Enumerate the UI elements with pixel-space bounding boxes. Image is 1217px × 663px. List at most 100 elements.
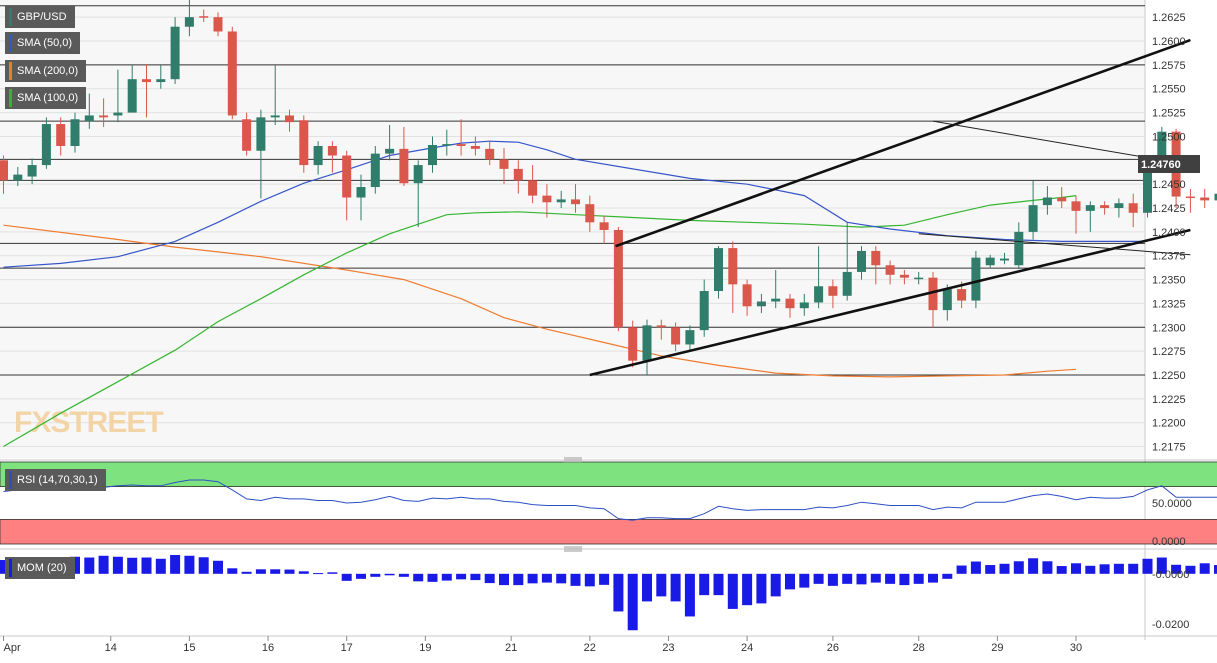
rsi-panel[interactable]: 50.0000 0.0000 [0,460,1217,548]
price-tick-label: 1.2375 [1152,251,1186,263]
candle-body [585,204,594,222]
candle-body [800,302,809,308]
candle-body [957,289,966,300]
mom-label[interactable]: MOM (20) [5,557,75,579]
mom-bar [1071,563,1081,574]
mom-bar [470,574,480,580]
price-tick-label: 1.2225 [1152,394,1186,406]
date-tick-label: 15 [183,642,195,654]
candle-body [542,196,551,203]
rsi-swatch [9,471,12,489]
date-tick-label: 30 [1070,642,1082,654]
candle-body [399,149,408,183]
mom-bar [914,574,924,584]
mom-bar [642,574,652,602]
candle-body [71,119,80,146]
price-tick-label: 1.2450 [1152,179,1186,191]
mom-bar [370,574,380,577]
candle-body [271,115,280,117]
candle-body [828,286,837,296]
mom-bar [170,555,180,574]
candle [628,321,637,368]
mom-bar [1000,564,1010,574]
candle-body [56,124,65,146]
symbol-label[interactable]: GBP/USD [5,6,75,28]
mom-bar [270,569,280,574]
candle-body [171,27,180,79]
candle-body [557,199,566,202]
mom-bar [857,574,867,585]
candle-body [142,79,151,82]
candle-body [42,124,51,165]
momentum-panel[interactable]: -0.0000-0.0200 [0,549,1217,631]
mom-bar [814,574,824,584]
mom-bar [799,574,809,588]
candle-body [199,16,208,18]
candle-body [28,165,37,176]
date-tick-label: 17 [341,642,353,654]
candle-body [1086,205,1095,211]
candle-body [571,199,580,204]
sma50-label: SMA (50,0) [17,37,72,49]
candle [299,115,308,172]
mom-bar [142,558,152,574]
date-tick-label: 29 [991,642,1003,654]
candle-body [657,325,666,327]
mom-bar [1128,564,1138,574]
mom-bar [227,568,237,574]
date-tick-label: 19 [419,642,431,654]
mom-bar [1042,561,1052,574]
candle-body [643,325,652,360]
rsi-label[interactable]: RSI (14,70,30,1) [5,469,106,491]
rsi-tick-label: 50.0000 [1152,498,1192,510]
candle-body [857,251,866,272]
candle-body [385,149,394,154]
price-tick-label: 1.2575 [1152,60,1186,72]
mom-bar [1143,559,1153,574]
mom-bar [99,556,109,574]
mom-bar [413,574,423,582]
mom-bar [785,574,795,590]
candle-body [442,144,451,146]
price-tick-label: 1.2250 [1152,370,1186,382]
date-tick-label: Apr [4,642,21,654]
mom-bar [1085,566,1095,574]
rsi-tick-label: 0.0000 [1152,536,1186,548]
mom-label-text: MOM (20) [17,562,67,574]
candle [1200,189,1209,208]
candle-body [743,284,752,306]
mom-bar [399,574,409,577]
mom-bar [113,557,123,574]
candle-body [728,248,737,284]
candle [228,27,237,120]
mom-bar [385,574,395,576]
candle-body [242,119,251,150]
mom-bar [1014,561,1024,574]
fxstreet-watermark: FXSTREET [14,406,163,439]
candle [1186,189,1195,213]
candle-body [628,327,637,360]
candle-body [500,159,509,169]
mom-bar [356,574,366,579]
sma200-swatch [9,62,12,80]
candle-body [814,286,823,302]
symbol-swatch [9,8,12,26]
mom-bar [671,574,681,602]
mom-bar [127,558,137,574]
symbol-text: GBP/USD [17,11,67,23]
indicator-label-sma50[interactable]: SMA (50,0) [5,32,80,54]
candle-body [156,79,165,82]
mom-bar [199,557,209,574]
mom-bar [842,574,852,584]
price-tick-label: 1.2625 [1152,12,1186,24]
candle-body [457,144,466,146]
candle-body [685,330,694,344]
indicator-label-sma100[interactable]: SMA (100,0) [5,87,86,109]
candle-body [1100,205,1109,208]
mom-bar [342,574,352,581]
candle [42,117,51,169]
price-tick-label: 1.2600 [1152,36,1186,48]
indicator-label-sma200[interactable]: SMA (200,0) [5,60,86,82]
